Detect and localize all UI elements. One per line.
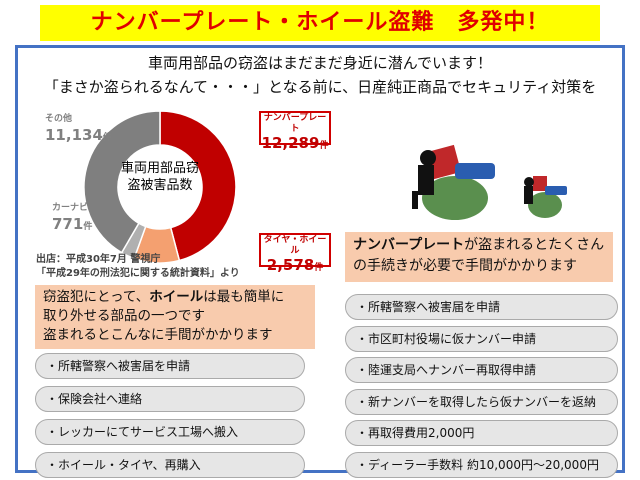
list-item: ・新ナンバーを取得したら仮ナンバーを返納 — [345, 388, 618, 415]
label-navi: カーナビ — [52, 203, 89, 213]
donut-slice — [83, 110, 161, 254]
donut-chart — [83, 110, 237, 264]
list-item: ・所轄警察へ被害届を申請 — [345, 294, 618, 320]
list-item: ・ディーラー手数料 約10,000円～20,000円 — [345, 451, 618, 478]
source-line-1: 出店：平成30年7月 警視庁 — [36, 254, 161, 265]
thief-illustration-small — [524, 176, 567, 218]
list-item: ・レッカーにてサービス工場へ搬入 — [35, 419, 305, 445]
content-frame — [15, 45, 625, 473]
list-item: ・再取得費用2,000円 — [345, 420, 618, 446]
list-item: ・市区町村役場に仮ナンバー申請 — [345, 325, 618, 352]
value-other: 11,134件 — [45, 126, 112, 144]
donut-slice — [159, 110, 237, 262]
label-other: その他 — [45, 114, 73, 124]
headline-1: 車両用部品の窃盗はまだまだ身近に潜んでいます！ — [148, 54, 492, 72]
headline-2: 「まさか盗られるなんて・・・」となる前に、日産純正商品でセキュリティ対策を — [43, 78, 597, 96]
chart-center-title: 車両用部品窃盗被害品数 — [120, 161, 199, 193]
thief-illustration-large — [412, 144, 495, 220]
list-item: ・ホイール・タイヤ、再購入 — [35, 452, 305, 478]
list-item: ・陸運支局へナンバー再取得申請 — [345, 357, 618, 383]
label-number-plate: ナンバープレート 12,289件 — [259, 111, 331, 152]
right-note: ナンバープレートが盗まれるとたくさん の手続きが必要で手間がかかります — [345, 232, 613, 282]
label-tire-wheel: タイヤ・ホイール 2,578件 — [259, 233, 331, 274]
left-note: 窃盗犯にとって、ホイールは最も簡単に 取り外せる部品の一つです 盗まれるとこんなに手… — [35, 285, 315, 349]
list-item: ・保険会社へ連絡 — [35, 386, 305, 412]
list-item: ・所轄警察へ被害届を申請 — [35, 353, 305, 379]
page-title: ナンバープレート・ホイール盗難 多発中！ — [40, 5, 600, 41]
source-line-2: 「平成29年の刑法犯に関する統計資料」より — [36, 268, 240, 279]
value-navi: 771件 — [52, 215, 93, 233]
